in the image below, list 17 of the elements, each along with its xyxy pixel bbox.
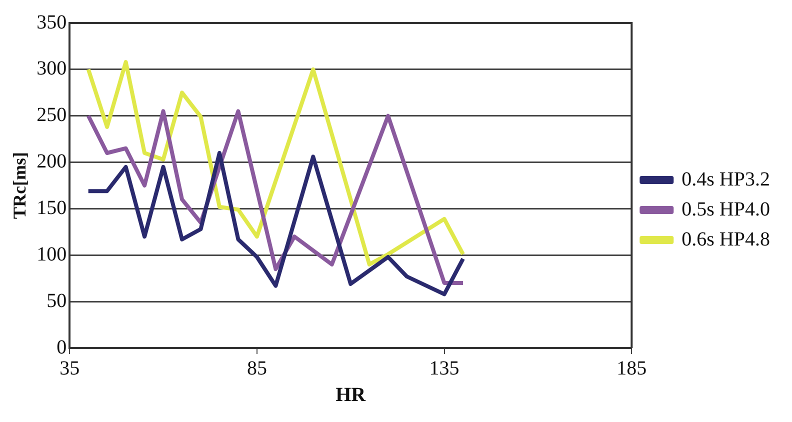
y-tick-label: 150 — [36, 196, 67, 219]
y-tick-label: 200 — [36, 150, 67, 173]
y-tick-label: 50 — [46, 290, 67, 312]
x-axis-title: HR — [336, 384, 366, 406]
x-tick-label: 85 — [246, 357, 267, 380]
x-tick-label: 185 — [616, 357, 647, 380]
legend-label: 0.5s HP4.0 — [682, 198, 770, 220]
y-tick-label: 350 — [36, 11, 67, 34]
legend-label: 0.6s HP4.8 — [682, 228, 770, 250]
x-tick-label: 35 — [60, 357, 80, 380]
y-axis-title: TRc[ms] — [9, 152, 30, 219]
y-tick-label: 250 — [36, 104, 67, 126]
x-tick-label: 135 — [429, 357, 460, 380]
legend-label: 0.4s HP3.2 — [682, 168, 770, 190]
y-tick-label: 0 — [56, 336, 67, 358]
y-tick-label: 300 — [36, 58, 67, 80]
y-tick-label: 100 — [36, 243, 67, 266]
